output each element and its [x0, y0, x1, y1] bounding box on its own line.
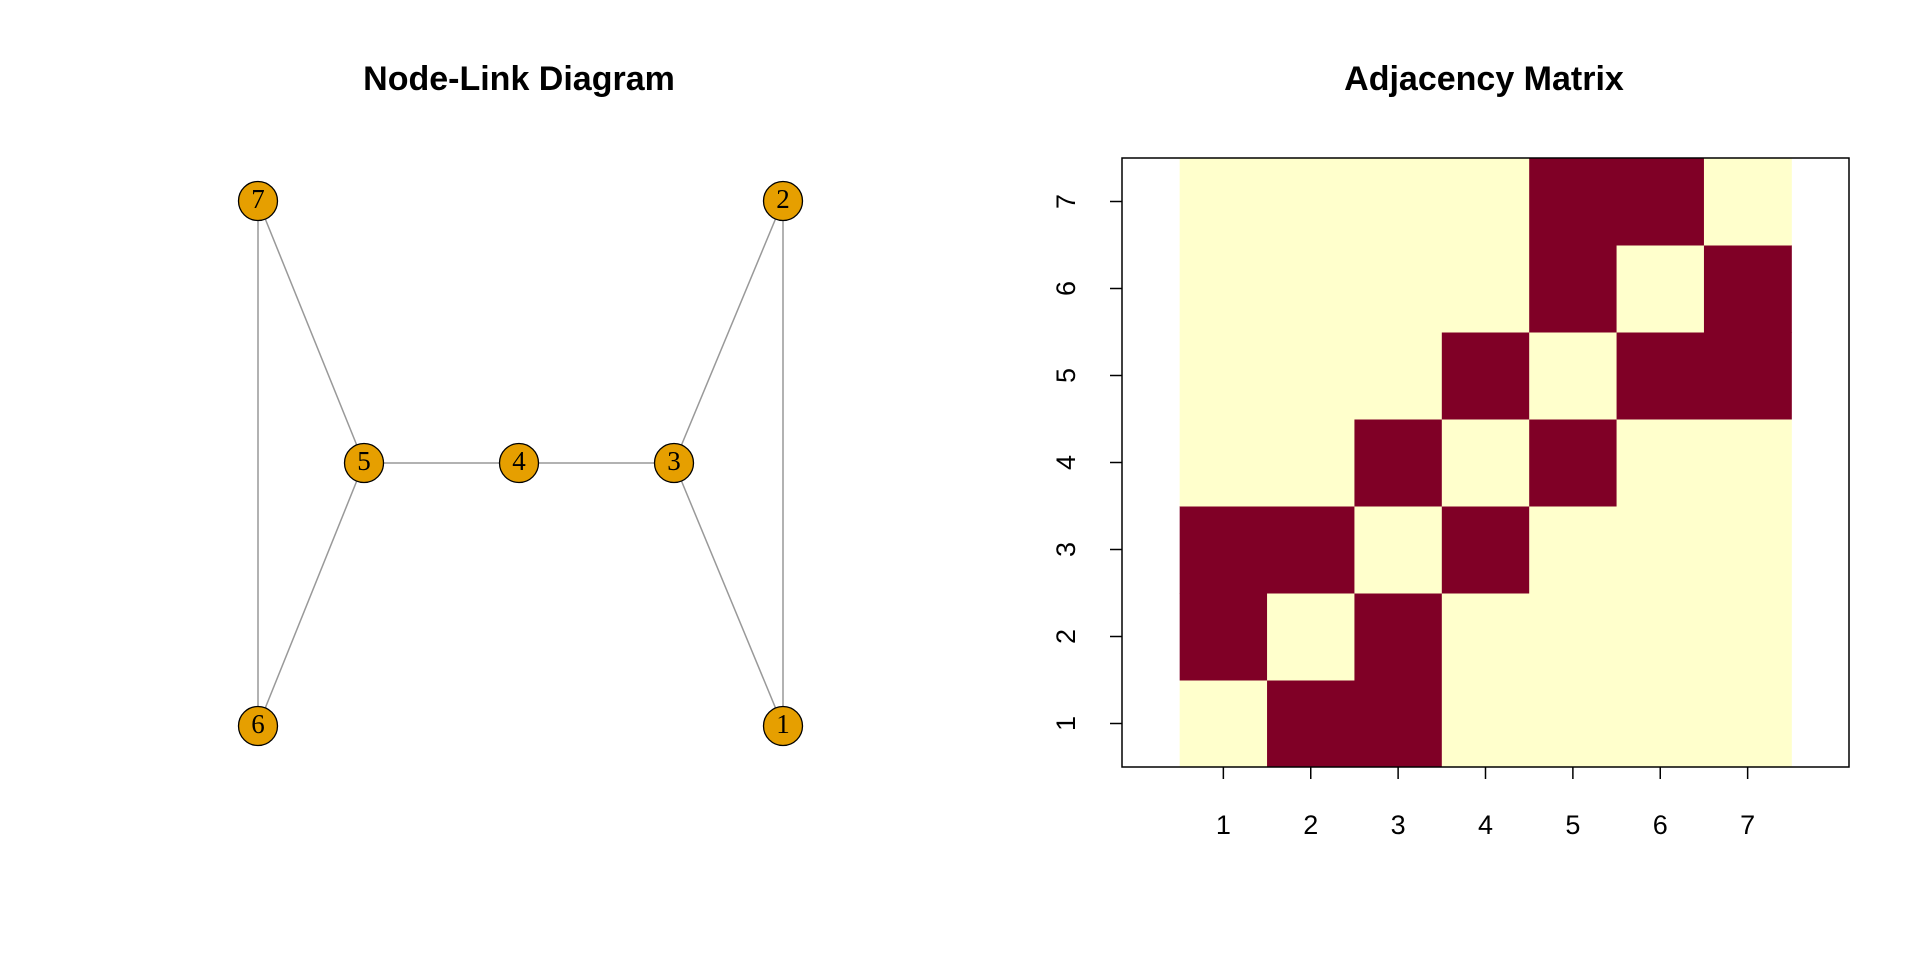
edge: [673, 462, 784, 727]
node-label: 5: [357, 446, 371, 476]
x-tick-label: 7: [1740, 810, 1755, 840]
x-tick-label: 4: [1478, 810, 1493, 840]
y-tick-label: 1: [1051, 716, 1081, 731]
cell: [1616, 332, 1705, 420]
cell: [1529, 245, 1618, 333]
cell: [1179, 332, 1268, 420]
cell: [1354, 245, 1443, 333]
cell: [1179, 158, 1268, 246]
cell: [1267, 419, 1355, 507]
cell: [1267, 245, 1355, 333]
cell: [1703, 158, 1792, 246]
cell: [1703, 593, 1792, 681]
cell: [1354, 593, 1443, 681]
cell: [1616, 158, 1705, 246]
chart-title: Adjacency Matrix: [1344, 60, 1624, 98]
edge: [673, 200, 784, 464]
cell: [1179, 506, 1268, 594]
cell: [1529, 158, 1618, 246]
chart-title: Node-Link Diagram: [363, 60, 675, 98]
cell: [1529, 332, 1618, 420]
cell: [1267, 158, 1355, 246]
cell: [1616, 245, 1705, 333]
y-tick-label: 2: [1051, 629, 1081, 644]
cell: [1703, 680, 1792, 768]
cell: [1441, 506, 1530, 594]
cell: [1529, 506, 1618, 594]
cell: [1267, 332, 1355, 420]
y-tick-label: 7: [1051, 194, 1081, 209]
cell: [1441, 680, 1530, 768]
cell: [1354, 419, 1443, 507]
edge: [257, 200, 365, 464]
node-label: 6: [251, 709, 265, 739]
cell: [1179, 419, 1268, 507]
cell: [1529, 680, 1618, 768]
node-label: 4: [512, 446, 526, 476]
cell: [1354, 332, 1443, 420]
edge: [257, 462, 365, 727]
cell: [1703, 332, 1792, 420]
node-label: 7: [251, 184, 265, 214]
cell: [1441, 593, 1530, 681]
cell: [1529, 593, 1618, 681]
cell: [1267, 593, 1355, 681]
cell: [1616, 680, 1705, 768]
cell: [1441, 332, 1530, 420]
y-tick-label: 5: [1051, 368, 1081, 383]
node-label: 3: [667, 446, 681, 476]
node: [762, 180, 804, 222]
node-label: 1: [776, 709, 790, 739]
cell: [1179, 680, 1268, 768]
cell: [1703, 245, 1792, 333]
cell: [1179, 593, 1268, 681]
node: [237, 705, 279, 747]
cell: [1441, 158, 1530, 246]
cell: [1179, 245, 1268, 333]
node: [498, 442, 540, 484]
node: [343, 442, 385, 484]
cell: [1529, 419, 1618, 507]
x-tick-label: 6: [1653, 810, 1668, 840]
cell: [1354, 506, 1443, 594]
y-tick-label: 3: [1051, 542, 1081, 557]
cell: [1703, 506, 1792, 594]
cell: [1267, 506, 1355, 594]
x-tick-label: 5: [1565, 810, 1580, 840]
cell: [1616, 593, 1705, 681]
node: [237, 180, 279, 222]
cell: [1354, 680, 1443, 768]
cell: [1616, 419, 1705, 507]
node: [762, 705, 804, 747]
cell: [1267, 680, 1355, 768]
cell: [1616, 506, 1705, 594]
y-tick-label: 6: [1051, 281, 1081, 296]
cell: [1703, 419, 1792, 507]
node-label: 2: [776, 184, 790, 214]
cell: [1441, 245, 1530, 333]
node: [653, 442, 695, 484]
x-tick-label: 2: [1303, 810, 1318, 840]
x-tick-label: 3: [1391, 810, 1406, 840]
y-tick-label: 4: [1051, 455, 1081, 470]
cell: [1354, 158, 1443, 246]
cell: [1441, 419, 1530, 507]
x-tick-label: 1: [1216, 810, 1231, 840]
